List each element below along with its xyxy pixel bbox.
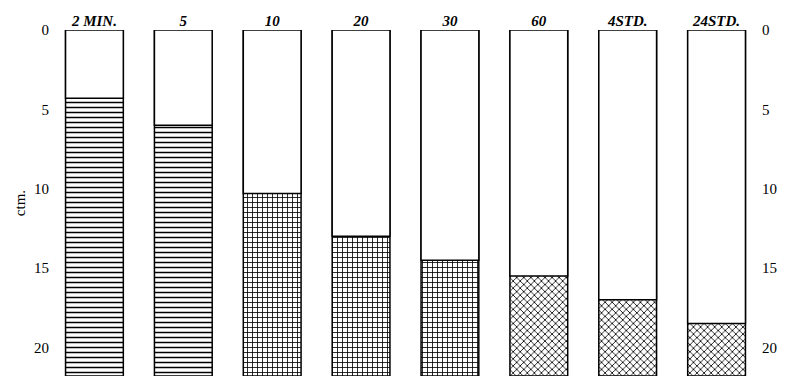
svg-text:20: 20 — [353, 13, 370, 29]
svg-text:60: 60 — [531, 13, 547, 29]
svg-text:5: 5 — [762, 102, 770, 118]
svg-text:10: 10 — [34, 181, 49, 197]
svg-text:10: 10 — [762, 181, 777, 197]
svg-text:30: 30 — [441, 13, 458, 29]
svg-text:4STD.: 4STD. — [607, 13, 648, 29]
svg-text:20: 20 — [34, 340, 49, 356]
svg-text:0: 0 — [42, 22, 50, 38]
svg-text:24STD.: 24STD. — [692, 13, 740, 29]
svg-text:10: 10 — [265, 13, 281, 29]
svg-text:5: 5 — [180, 13, 188, 29]
svg-text:20: 20 — [762, 340, 777, 356]
svg-text:5: 5 — [42, 102, 50, 118]
svg-text:ctm.: ctm. — [12, 190, 28, 216]
svg-text:15: 15 — [34, 260, 49, 276]
svg-text:2 MIN.: 2 MIN. — [71, 13, 117, 29]
svg-text:0: 0 — [762, 22, 770, 38]
svg-text:15: 15 — [762, 260, 777, 276]
